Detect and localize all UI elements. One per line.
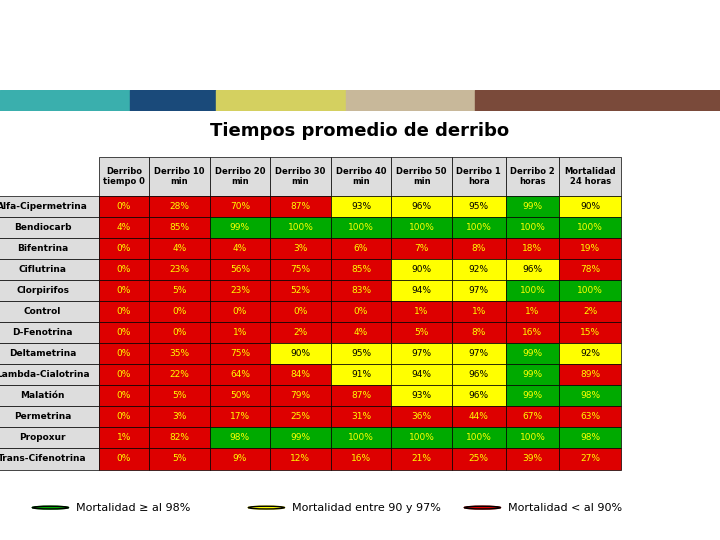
Text: Mortalidad entre 90 y 97%: Mortalidad entre 90 y 97%: [292, 503, 441, 512]
Bar: [346, 90, 475, 111]
Circle shape: [248, 507, 284, 509]
Text: Tiempos promedio de derribo: Tiempos promedio de derribo: [210, 122, 510, 140]
Bar: [475, 90, 720, 111]
Text: Mortalidad ≥ al 98%: Mortalidad ≥ al 98%: [76, 503, 190, 512]
Bar: [216, 90, 346, 111]
Circle shape: [464, 507, 500, 509]
Circle shape: [32, 507, 68, 509]
Text: Resultados: Resultados: [22, 18, 212, 46]
Bar: [0, 90, 130, 111]
Text: Mortalidad < al 90%: Mortalidad < al 90%: [508, 503, 622, 512]
Bar: [130, 90, 216, 111]
